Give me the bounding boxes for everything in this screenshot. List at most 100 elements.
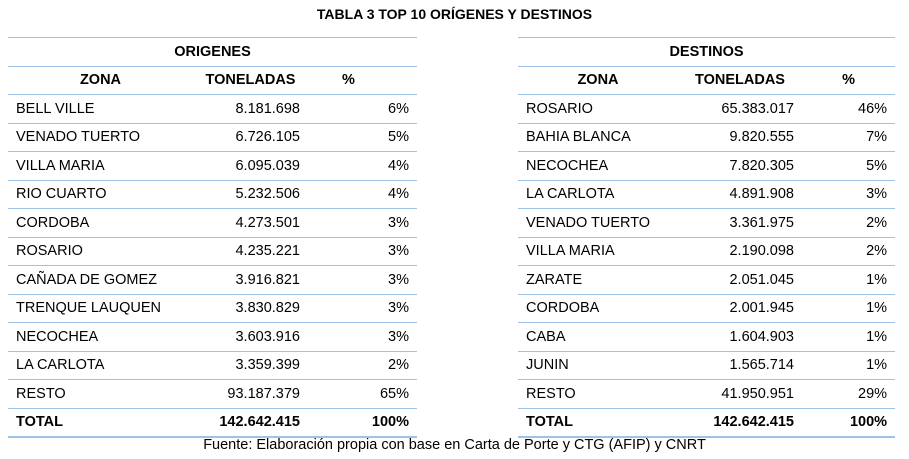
pct-cell: 3% <box>802 180 896 209</box>
zona-cell: JUNIN <box>518 351 678 380</box>
total-pct: 100% <box>802 408 896 438</box>
zona-cell: RESTO <box>518 379 678 409</box>
toneladas-cell: 3.916.821 <box>193 265 308 295</box>
table-row: NECOCHEA 7.820.305 5% <box>518 151 896 181</box>
table-row: JUNIN 1.565.714 1% <box>518 351 896 380</box>
toneladas-column-header: TONELADAS <box>678 66 802 95</box>
pct-cell: 1% <box>802 322 896 352</box>
pct-cell: 4% <box>308 151 418 181</box>
source-note: Fuente: Elaboración propia con base en C… <box>203 437 706 453</box>
zona-cell: RIO CUARTO <box>8 180 193 209</box>
toneladas-cell: 4.273.501 <box>193 208 308 238</box>
toneladas-cell: 3.361.975 <box>678 208 802 238</box>
toneladas-cell: 5.232.506 <box>193 180 308 209</box>
pct-column-header: % <box>308 66 418 95</box>
toneladas-cell: 2.051.045 <box>678 265 802 295</box>
toneladas-cell: 93.187.379 <box>193 379 308 409</box>
table-row: BELL VILLE 8.181.698 6% <box>8 94 418 124</box>
pct-cell: 3% <box>308 322 418 352</box>
destinos-table: DESTINOS ZONA TONELADAS % ROSARIO 65.383.… <box>518 37 896 438</box>
total-row: TOTAL 142.642.415 100% <box>8 408 418 438</box>
table-row: LA CARLOTA 4.891.908 3% <box>518 180 896 209</box>
pct-cell: 29% <box>802 379 896 409</box>
table-row: CORDOBA 4.273.501 3% <box>8 208 418 238</box>
zona-cell: VENADO TUERTO <box>518 208 678 238</box>
table-row: CAÑADA DE GOMEZ 3.916.821 3% <box>8 265 418 295</box>
table-row: LA CARLOTA 3.359.399 2% <box>8 351 418 380</box>
total-label: TOTAL <box>518 408 678 438</box>
zona-cell: BAHIA BLANCA <box>518 123 678 152</box>
toneladas-cell: 6.726.105 <box>193 123 308 152</box>
toneladas-cell: 65.383.017 <box>678 94 802 124</box>
pct-cell: 2% <box>308 351 418 380</box>
table-row: VILLA MARIA 2.190.098 2% <box>518 237 896 266</box>
toneladas-cell: 3.359.399 <box>193 351 308 380</box>
toneladas-column-header: TONELADAS <box>193 66 308 95</box>
table-row: RIO CUARTO 5.232.506 4% <box>8 180 418 209</box>
table-row: BAHIA BLANCA 9.820.555 7% <box>518 123 896 152</box>
pct-cell: 2% <box>802 237 896 266</box>
table-row: TRENQUE LAUQUEN 3.830.829 3% <box>8 294 418 323</box>
toneladas-cell: 4.891.908 <box>678 180 802 209</box>
total-toneladas: 142.642.415 <box>678 408 802 438</box>
table-row: VENADO TUERTO 3.361.975 2% <box>518 208 896 238</box>
toneladas-cell: 3.830.829 <box>193 294 308 323</box>
total-label: TOTAL <box>8 408 193 438</box>
table-row: RESTO 41.950.951 29% <box>518 379 896 409</box>
zona-cell: VILLA MARIA <box>518 237 678 266</box>
total-pct: 100% <box>308 408 418 438</box>
toneladas-cell: 9.820.555 <box>678 123 802 152</box>
pct-cell: 7% <box>802 123 896 152</box>
toneladas-cell: 7.820.305 <box>678 151 802 181</box>
pct-cell: 6% <box>308 94 418 124</box>
pct-cell: 1% <box>802 351 896 380</box>
pct-cell: 1% <box>802 265 896 295</box>
pct-cell: 4% <box>308 180 418 209</box>
pct-cell: 5% <box>308 123 418 152</box>
pct-cell: 3% <box>308 265 418 295</box>
toneladas-cell: 2.001.945 <box>678 294 802 323</box>
total-row: TOTAL 142.642.415 100% <box>518 408 896 438</box>
zona-cell: CORDOBA <box>8 208 193 238</box>
table-row: VILLA MARIA 6.095.039 4% <box>8 151 418 181</box>
total-toneladas: 142.642.415 <box>193 408 308 438</box>
table-row: RESTO 93.187.379 65% <box>8 379 418 409</box>
zona-cell: CAÑADA DE GOMEZ <box>8 265 193 295</box>
toneladas-cell: 3.603.916 <box>193 322 308 352</box>
pct-cell: 1% <box>802 294 896 323</box>
toneladas-cell: 6.095.039 <box>193 151 308 181</box>
pct-cell: 46% <box>802 94 896 124</box>
zona-column-header: ZONA <box>8 66 193 95</box>
zona-cell: ROSARIO <box>518 94 678 124</box>
table-row: NECOCHEA 3.603.916 3% <box>8 322 418 352</box>
origenes-table: ORIGENES ZONA TONELADAS % BELL VILLE 8.18… <box>8 37 418 438</box>
zona-cell: RESTO <box>8 379 193 409</box>
origenes-header: ORIGENES <box>8 37 418 67</box>
table-row: ROSARIO 4.235.221 3% <box>8 237 418 266</box>
zona-cell: VILLA MARIA <box>8 151 193 181</box>
zona-cell: VENADO TUERTO <box>8 123 193 152</box>
pct-cell: 2% <box>802 208 896 238</box>
zona-cell: LA CARLOTA <box>518 180 678 209</box>
pct-cell: 3% <box>308 208 418 238</box>
pct-cell: 65% <box>308 379 418 409</box>
destinos-header: DESTINOS <box>518 37 896 67</box>
zona-cell: BELL VILLE <box>8 94 193 124</box>
table-row: CABA 1.604.903 1% <box>518 322 896 352</box>
zona-column-header: ZONA <box>518 66 678 95</box>
table-row: ZARATE 2.051.045 1% <box>518 265 896 295</box>
zona-cell: LA CARLOTA <box>8 351 193 380</box>
zona-cell: NECOCHEA <box>8 322 193 352</box>
table-row: VENADO TUERTO 6.726.105 5% <box>8 123 418 152</box>
zona-cell: CABA <box>518 322 678 352</box>
zona-cell: TRENQUE LAUQUEN <box>8 294 193 323</box>
table-row: CORDOBA 2.001.945 1% <box>518 294 896 323</box>
toneladas-cell: 1.604.903 <box>678 322 802 352</box>
table-row: ROSARIO 65.383.017 46% <box>518 94 896 124</box>
zona-cell: ZARATE <box>518 265 678 295</box>
pct-cell: 3% <box>308 294 418 323</box>
toneladas-cell: 1.565.714 <box>678 351 802 380</box>
pct-cell: 3% <box>308 237 418 266</box>
toneladas-cell: 8.181.698 <box>193 94 308 124</box>
zona-cell: CORDOBA <box>518 294 678 323</box>
